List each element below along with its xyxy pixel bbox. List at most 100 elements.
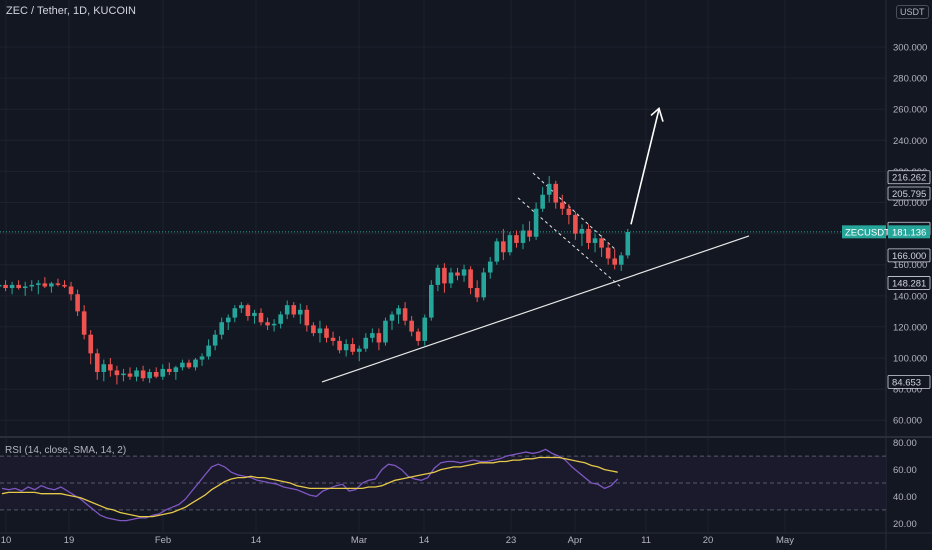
candle-body (121, 373, 126, 376)
candle-body (147, 372, 152, 379)
price-label: 166.000 (892, 251, 926, 262)
candle-body (566, 208, 572, 215)
time-tick-label: May (776, 535, 794, 546)
candle-body (573, 214, 578, 234)
candle-body (134, 370, 139, 377)
candle-body (560, 202, 565, 209)
symbol-tag: ZECUSDT (845, 227, 890, 238)
candle-body (468, 269, 473, 289)
candle-body (212, 334, 218, 346)
candle-body (3, 284, 8, 289)
candle-body (225, 317, 231, 323)
price-label: 148.281 (892, 278, 926, 289)
candle-body (291, 305, 297, 315)
candle-body (527, 230, 532, 237)
candle-body (330, 337, 336, 341)
candle-body (383, 320, 388, 343)
candle-body (101, 364, 107, 373)
candle-body (370, 333, 375, 338)
currency-selector[interactable]: USDT (896, 5, 929, 19)
time-tick-label: 19 (64, 535, 75, 546)
price-tick-label: 60.000 (893, 416, 922, 427)
candle-body (9, 284, 15, 289)
candle-body (219, 322, 224, 335)
price-tick-label: 80.000 (893, 385, 922, 396)
candle-body (514, 235, 519, 243)
candle-body (507, 235, 513, 253)
time-tick-label: 10 (1, 535, 12, 546)
candle-body (461, 269, 467, 276)
candle-body (68, 286, 74, 295)
symbol-tag-box (842, 225, 886, 239)
candle-body (396, 308, 401, 315)
price-label-box (887, 374, 931, 389)
candle-body (442, 267, 447, 284)
time-tick-label: 20 (703, 535, 714, 546)
candle-body (540, 194, 545, 209)
candle-body (160, 368, 166, 377)
candle-body (199, 356, 205, 360)
rsi-indicator-title[interactable]: RSI (14, close, SMA, 14, 2) (5, 445, 127, 456)
candle-body (501, 241, 506, 253)
support-trendline (321, 235, 750, 383)
channel-lower-line (517, 197, 623, 289)
candle-body (284, 305, 290, 315)
time-tick-label: 14 (251, 535, 262, 546)
price-label: 84.653 (892, 377, 921, 388)
rsi-tick-label: 60.00 (893, 465, 917, 476)
candle-body (75, 294, 80, 312)
candle-body (402, 308, 408, 321)
last-price-box (888, 225, 930, 239)
candle-body (415, 331, 421, 341)
candle-body (356, 348, 362, 352)
candle-body (22, 286, 28, 289)
candle-body (0, 284, 2, 287)
candle-body (605, 247, 611, 259)
candle-body (278, 314, 283, 324)
candle-body (337, 340, 342, 351)
candle-body (481, 272, 486, 298)
price-tick-label: 160.000 (893, 260, 927, 271)
candle-body (455, 272, 460, 276)
time-tick-label: Feb (155, 535, 171, 546)
time-tick-label: Apr (568, 535, 583, 546)
candle-body (271, 323, 277, 326)
rsi-tick-label: 80.00 (893, 438, 917, 449)
candle-body (180, 362, 185, 368)
candle-body (553, 183, 559, 203)
candle-body (474, 288, 480, 298)
candle-body (409, 320, 414, 332)
candle-body (579, 228, 585, 234)
projection-arrow (630, 109, 660, 225)
candle-body (546, 183, 552, 195)
candle-body (618, 255, 624, 265)
candle-body (435, 267, 441, 285)
candle-body (16, 284, 21, 289)
candle-body (494, 241, 500, 262)
candle-body (376, 333, 382, 343)
candle-body (520, 230, 526, 243)
candle-body (81, 311, 87, 335)
candle-body (389, 314, 395, 321)
candle-body (55, 283, 61, 285)
time-tick-label: 14 (419, 535, 430, 546)
rsi-line (1, 448, 619, 522)
price-tick-label: 260.000 (893, 105, 927, 116)
candle-body (599, 238, 604, 248)
candle-body (252, 312, 257, 317)
candle-body (239, 305, 244, 309)
candle-body (625, 232, 631, 256)
price-label: 216.262 (892, 173, 926, 184)
symbol-title: ZEC / Tether, 1D, KUCOIN (6, 5, 137, 17)
price-label-box (887, 276, 931, 290)
candle-body (586, 228, 591, 243)
candle-body (324, 328, 329, 338)
rsi-tick-label: 20.00 (893, 519, 917, 530)
candle-body (173, 367, 179, 373)
candle-body (127, 373, 133, 377)
candle-body (350, 344, 355, 352)
candle-body (265, 322, 270, 326)
candle-body (49, 283, 54, 287)
candle-body (304, 309, 310, 326)
